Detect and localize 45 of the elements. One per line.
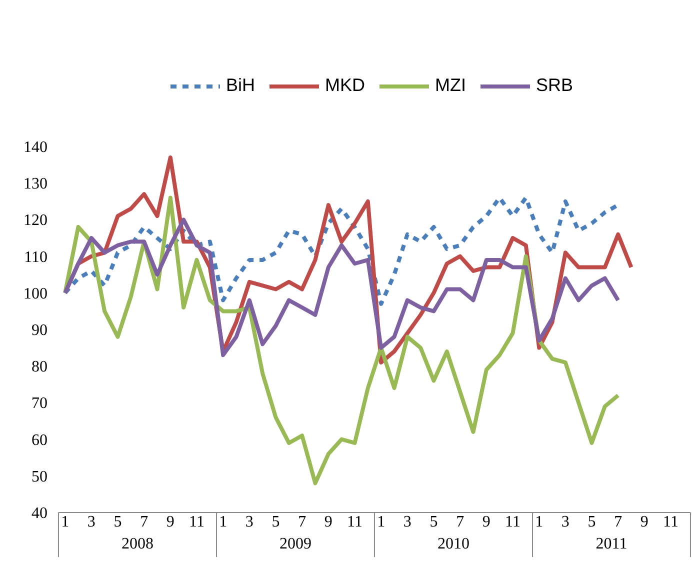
y-tick-label: 80 xyxy=(32,358,48,376)
x-tick-label: 11 xyxy=(663,514,678,530)
y-tick-label: 120 xyxy=(24,212,48,230)
line-series xyxy=(63,196,620,486)
text: 2008 xyxy=(122,536,154,552)
x-tick-label: 5 xyxy=(114,514,122,530)
x-tick-label: 7 xyxy=(140,514,148,530)
text: 2011 xyxy=(596,536,628,552)
y-tick-label: 130 xyxy=(24,176,48,193)
y-tick-label: 90 xyxy=(32,322,48,339)
x-tick-label: 1 xyxy=(377,514,386,530)
y-tick-label: 110 xyxy=(24,248,48,266)
line-series xyxy=(63,218,620,358)
y-tick-label: 70 xyxy=(32,395,48,412)
x-tick-label: 3 xyxy=(403,514,412,530)
x-tick-label: 9 xyxy=(482,514,490,530)
y-tick-label: 60 xyxy=(32,432,48,449)
legend-label: MZI xyxy=(435,75,466,96)
x-tick-label: 1 xyxy=(61,514,70,530)
legend-label: SRB xyxy=(536,75,574,96)
x-tick-label: 7 xyxy=(456,514,464,530)
legend-label: MKD xyxy=(325,75,366,96)
x-tick-label: 7 xyxy=(614,514,622,530)
text: 2010 xyxy=(438,536,470,552)
text: 2009 xyxy=(280,536,312,552)
x-tick-label: 11 xyxy=(347,514,362,530)
x-tick-label: 1 xyxy=(535,514,544,530)
x-tick-label: 9 xyxy=(166,514,174,530)
y-tick-label: 50 xyxy=(32,468,48,486)
x-tick-label: 9 xyxy=(640,514,648,530)
x-tick-label: 9 xyxy=(324,514,332,530)
x-tick-label: 11 xyxy=(189,514,204,530)
y-tick-label: 40 xyxy=(32,505,48,522)
x-tick-label: 3 xyxy=(87,514,96,530)
x-tick-label: 1 xyxy=(219,514,228,530)
y-tick-label: 100 xyxy=(24,285,48,302)
x-tick-label: 7 xyxy=(298,514,306,530)
x-tick-label: 3 xyxy=(561,514,570,530)
legend-label: BiH xyxy=(226,75,256,96)
x-tick-label: 5 xyxy=(430,514,438,530)
x-tick-label: 5 xyxy=(272,514,280,530)
x-tick-label: 5 xyxy=(588,514,596,530)
y-tick-label: 140 xyxy=(24,139,48,156)
x-tick-label: 3 xyxy=(245,514,254,530)
x-tick-label: 11 xyxy=(505,514,520,530)
